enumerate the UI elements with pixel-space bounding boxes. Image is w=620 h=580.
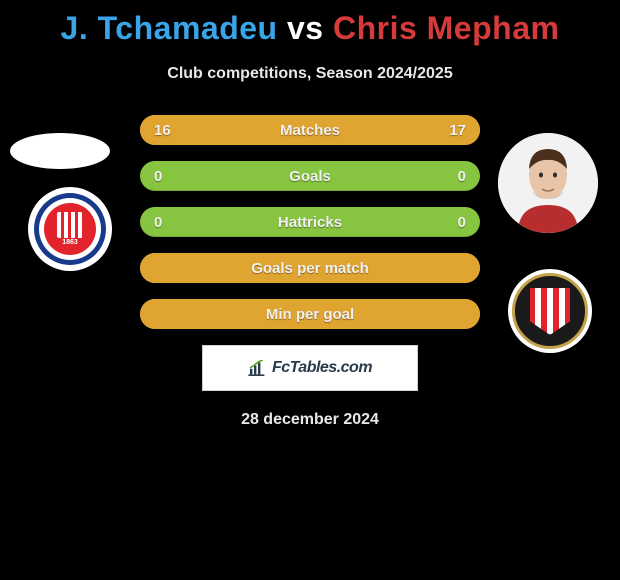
- stoke-badge-icon: 1863: [34, 193, 106, 265]
- stat-label: Hattricks: [278, 214, 342, 231]
- title-player1: J. Tchamadeu: [61, 10, 278, 46]
- date: 28 december 2024: [0, 411, 620, 429]
- stat-bar: Goals per match: [140, 253, 480, 283]
- stat-value-left: 0: [154, 214, 162, 231]
- stat-label: Min per goal: [266, 306, 354, 323]
- stat-bar: 0 0 Hattricks: [140, 207, 480, 237]
- stat-bar: 16 17 Matches: [140, 115, 480, 145]
- brand-text: FcTables.com: [272, 359, 372, 377]
- player1-avatar-placeholder: [10, 133, 110, 169]
- stat-value-left: 16: [154, 122, 171, 139]
- player2-club-badge: [508, 269, 592, 353]
- subtitle: Club competitions, Season 2024/2025: [0, 65, 620, 83]
- stat-value-right: 0: [458, 168, 466, 185]
- page-title: J. Tchamadeu vs Chris Mepham: [0, 0, 620, 47]
- stat-label: Matches: [280, 122, 340, 139]
- stat-label: Goals per match: [251, 260, 369, 277]
- stat-value-right: 0: [458, 214, 466, 231]
- stat-bars: 16 17 Matches 0 0 Goals 0 0 Hattricks Goals per m…: [140, 115, 480, 329]
- player1-club-badge: 1863: [28, 187, 112, 271]
- title-vs: vs: [278, 10, 333, 46]
- sunderland-badge-icon: [512, 273, 588, 349]
- stat-bar: 0 0 Goals: [140, 161, 480, 191]
- player2-portrait-icon: [498, 133, 598, 233]
- stat-label: Goals: [289, 168, 331, 185]
- stat-value-right: 17: [449, 122, 466, 139]
- title-player2: Chris Mepham: [333, 10, 559, 46]
- stat-value-left: 0: [154, 168, 162, 185]
- chart-icon: [248, 360, 268, 376]
- player2-avatar: [498, 133, 598, 233]
- comparison-content: 1863 16 17 Matches 0 0 Goals 0 0 Hattricks Goals …: [0, 115, 620, 429]
- stat-bar: Min per goal: [140, 299, 480, 329]
- brand-box[interactable]: FcTables.com: [202, 345, 418, 391]
